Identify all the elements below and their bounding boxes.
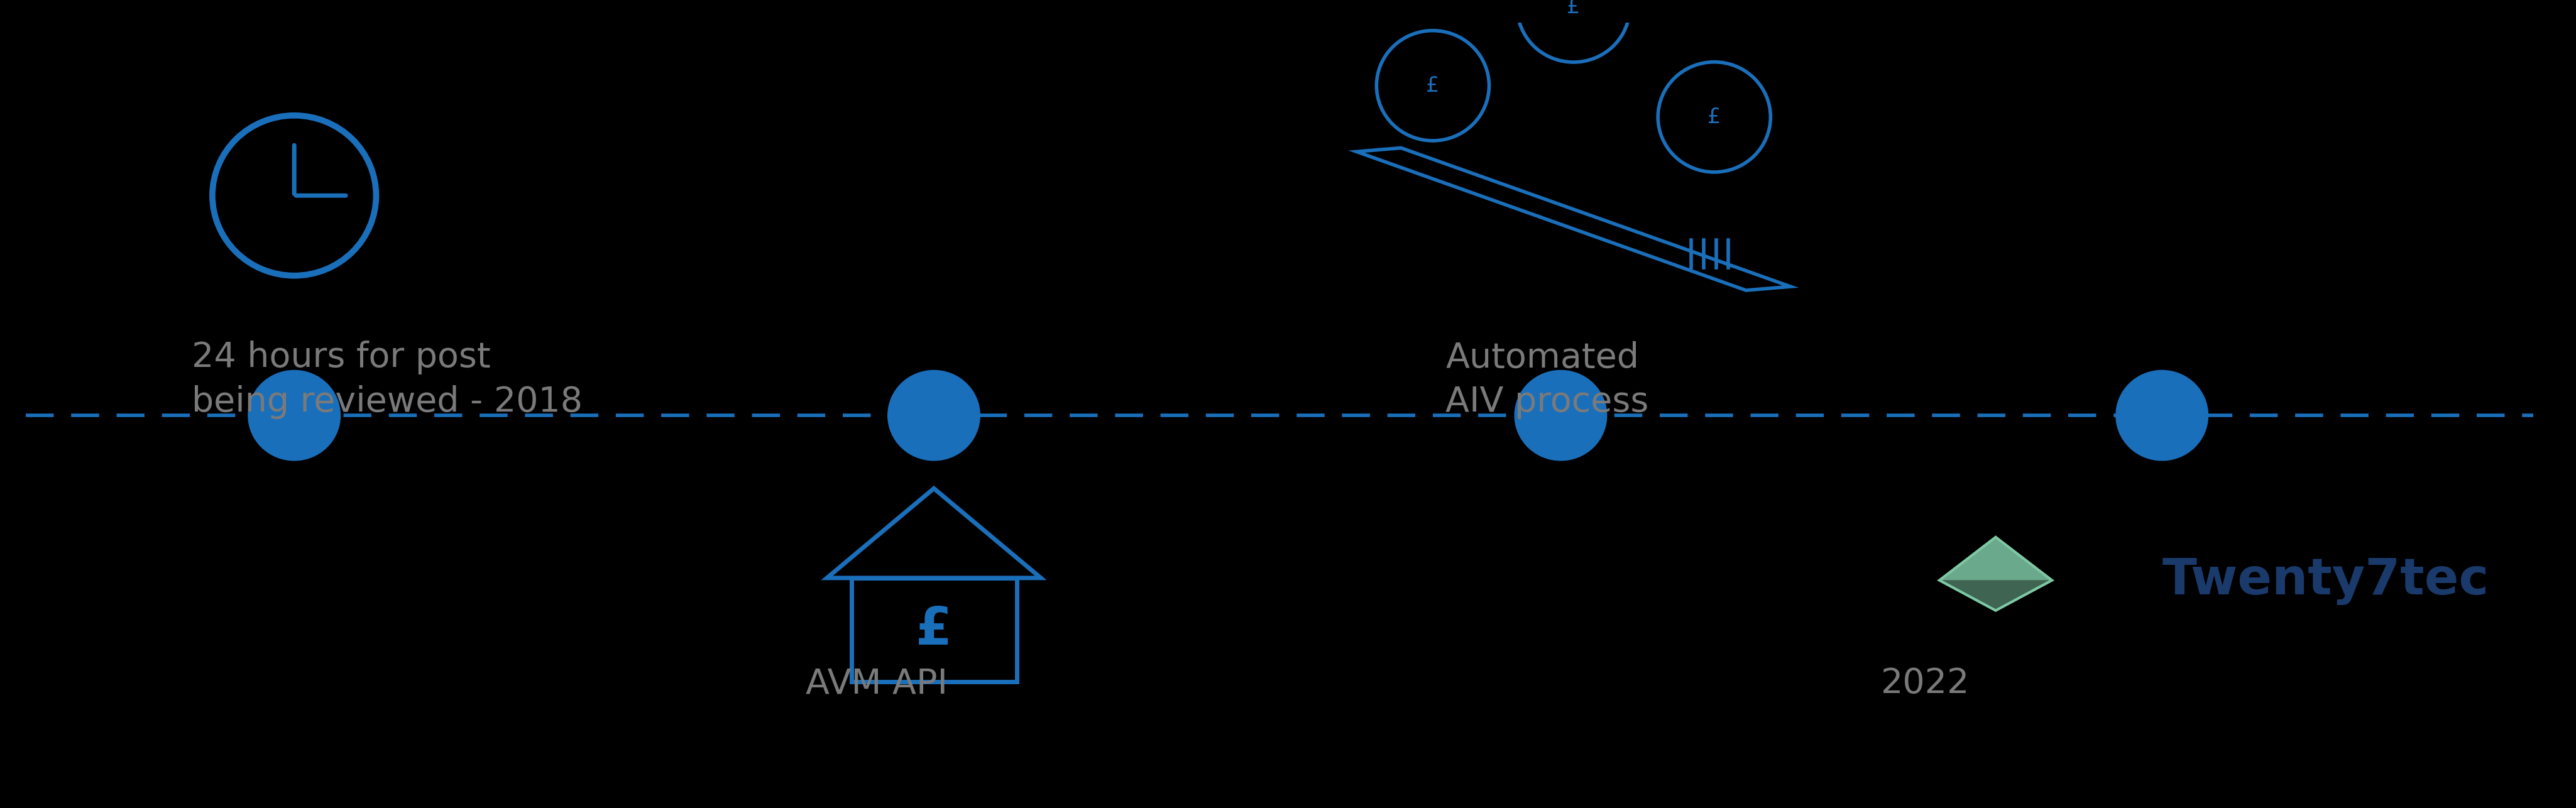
Ellipse shape xyxy=(889,370,979,461)
Text: £: £ xyxy=(914,604,953,655)
Text: 2022: 2022 xyxy=(1880,667,1971,701)
Polygon shape xyxy=(1940,580,2053,611)
Text: £: £ xyxy=(1566,0,1579,18)
Text: £: £ xyxy=(1708,107,1721,128)
Bar xyxy=(850,578,1018,682)
Text: AVM API: AVM API xyxy=(806,667,948,701)
Ellipse shape xyxy=(2115,370,2208,461)
Polygon shape xyxy=(1940,537,2053,580)
Text: Twenty7tec: Twenty7tec xyxy=(2161,556,2488,605)
Text: Automated
AIV process: Automated AIV process xyxy=(1445,341,1649,419)
Ellipse shape xyxy=(247,370,340,461)
Text: £: £ xyxy=(1427,75,1440,96)
Ellipse shape xyxy=(1515,370,1607,461)
Text: 24 hours for post
being reviewed - 2018: 24 hours for post being reviewed - 2018 xyxy=(191,341,582,419)
